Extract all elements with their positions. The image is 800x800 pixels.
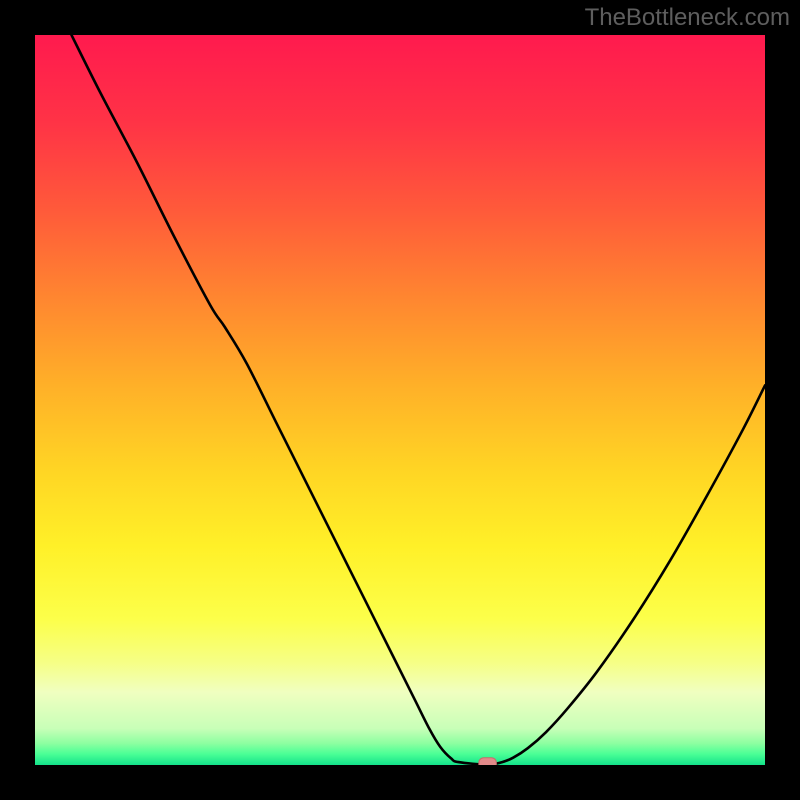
watermark-text: TheBottleneck.com — [585, 4, 790, 31]
watermark: TheBottleneck.com — [585, 4, 790, 32]
plot-background — [35, 35, 765, 765]
chart-container: TheBottleneck.com — [0, 0, 800, 800]
bottleneck-chart — [0, 0, 800, 800]
